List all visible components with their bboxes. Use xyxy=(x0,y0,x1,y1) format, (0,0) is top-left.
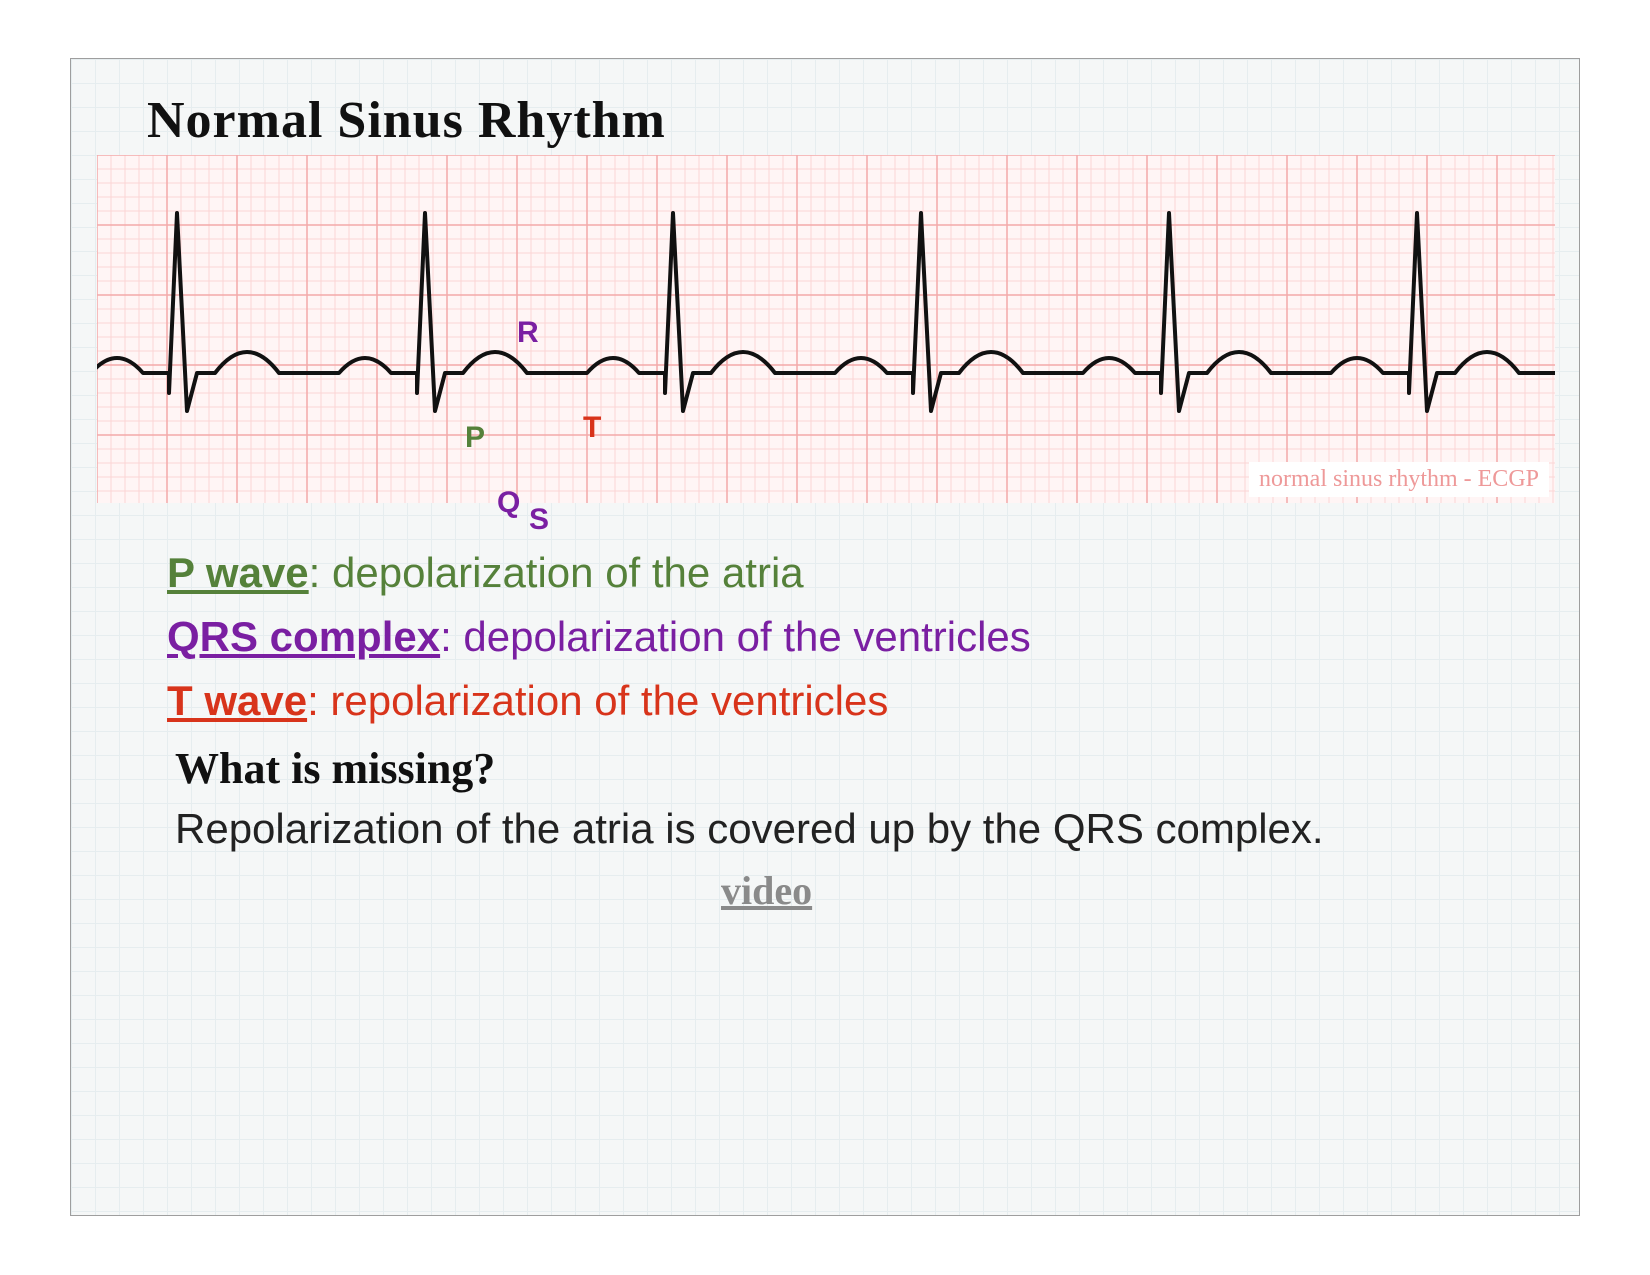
ecg-source-note: normal sinus rhythm - ECGP xyxy=(1249,462,1549,497)
ecg-label-q: Q xyxy=(497,486,520,520)
ecg-label-s: S xyxy=(529,503,549,537)
ecg-label-t: T xyxy=(583,411,601,445)
definition-line: P wave: depolarization of the atria xyxy=(167,547,804,600)
definition-line: QRS complex: depolarization of the ventr… xyxy=(167,611,1031,664)
video-link[interactable]: video xyxy=(721,867,812,914)
ecg-label-r: R xyxy=(517,316,539,350)
ecg-chart: normal sinus rhythm - ECGP xyxy=(97,155,1555,503)
definition-label: T wave xyxy=(167,677,307,724)
slide-title: Normal Sinus Rhythm xyxy=(147,91,666,150)
definition-line: T wave: repolarization of the ventricles xyxy=(167,675,888,728)
definition-desc: : repolarization of the ventricles xyxy=(307,677,888,724)
definition-desc: : depolarization of the ventricles xyxy=(440,613,1031,660)
subheading: What is missing? xyxy=(175,743,495,794)
definition-desc: : depolarization of the atria xyxy=(309,549,804,596)
ecg-label-p: P xyxy=(465,421,485,455)
answer-text: Repolarization of the atria is covered u… xyxy=(175,805,1375,853)
slide: Normal Sinus Rhythm normal sinus rhythm … xyxy=(70,58,1580,1216)
definition-label: QRS complex xyxy=(167,613,440,660)
ecg-svg xyxy=(97,155,1555,503)
definition-label: P wave xyxy=(167,549,309,596)
